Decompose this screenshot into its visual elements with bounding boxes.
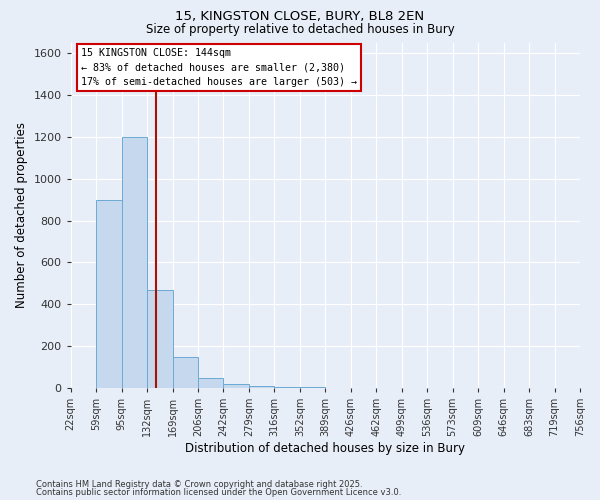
- Bar: [198, 378, 223, 388]
- Bar: [274, 387, 300, 388]
- Y-axis label: Number of detached properties: Number of detached properties: [15, 122, 28, 308]
- Text: 15 KINGSTON CLOSE: 144sqm
← 83% of detached houses are smaller (2,380)
17% of se: 15 KINGSTON CLOSE: 144sqm ← 83% of detac…: [81, 48, 357, 88]
- Bar: [147, 290, 173, 388]
- Text: Contains public sector information licensed under the Open Government Licence v3: Contains public sector information licen…: [36, 488, 401, 497]
- X-axis label: Distribution of detached houses by size in Bury: Distribution of detached houses by size …: [185, 442, 466, 455]
- Text: 15, KINGSTON CLOSE, BURY, BL8 2EN: 15, KINGSTON CLOSE, BURY, BL8 2EN: [175, 10, 425, 23]
- Bar: [96, 200, 122, 388]
- Bar: [223, 384, 249, 388]
- Bar: [122, 136, 147, 388]
- Bar: [249, 386, 274, 388]
- Text: Size of property relative to detached houses in Bury: Size of property relative to detached ho…: [146, 22, 454, 36]
- Bar: [173, 356, 198, 388]
- Text: Contains HM Land Registry data © Crown copyright and database right 2025.: Contains HM Land Registry data © Crown c…: [36, 480, 362, 489]
